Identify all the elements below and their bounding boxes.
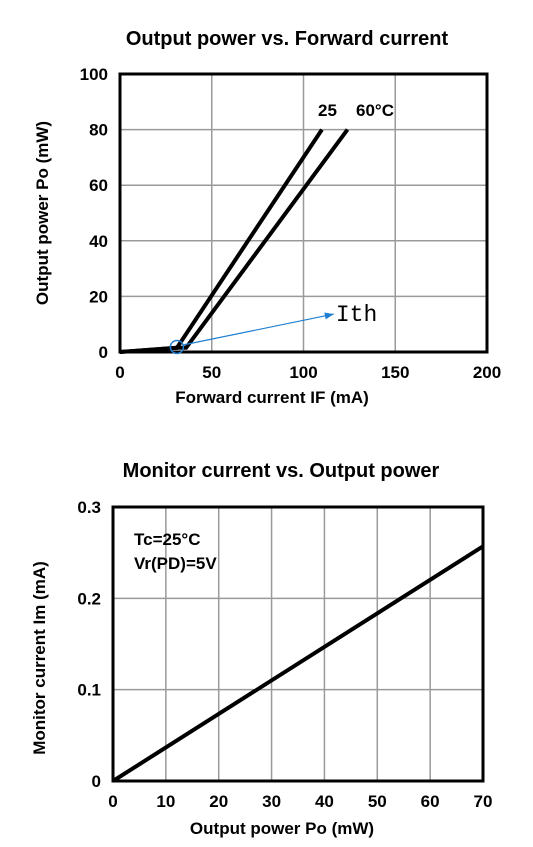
chart-monitor-current: Monitor current vs. Output power 0 10 20 30… <box>30 460 492 838</box>
y-tick-label: 40 <box>89 232 108 251</box>
x-tick-label: 200 <box>473 363 501 382</box>
x-tick-label: 150 <box>381 363 409 382</box>
chart2-ylabel: Monitor current Im (mA) <box>30 561 49 755</box>
x-tick-label: 0 <box>108 792 117 811</box>
chart2-annotation-tc: Tc=25°C <box>134 530 201 549</box>
chart1-tick-labels: 0 50 100 150 200 0 20 40 60 80 100 <box>80 65 502 382</box>
chart1-xlabel: Forward current IF (mA) <box>175 388 369 407</box>
x-tick-label: 40 <box>315 792 334 811</box>
y-tick-label: 80 <box>89 121 108 140</box>
chart2-tick-labels: 0 10 20 30 40 50 60 70 0 0.1 0.2 0.3 <box>77 498 492 811</box>
chart2-xlabel: Output power Po (mW) <box>190 819 374 838</box>
chart1-ylabel: Output power Po (mW) <box>33 121 52 305</box>
series-line-2 <box>119 128 350 354</box>
ith-arrow <box>182 313 334 346</box>
y-tick-label: 0.2 <box>77 589 101 608</box>
chart1-plot-frame <box>118 72 489 354</box>
x-tick-label: 30 <box>262 792 281 811</box>
chart2-series <box>111 544 485 783</box>
x-tick-label: 70 <box>474 792 493 811</box>
x-tick-label: 20 <box>209 792 228 811</box>
y-tick-label: 0 <box>92 772 101 791</box>
chart-output-power: Output power vs. Forward current 0 50 100 1… <box>33 28 501 407</box>
chart2-plot-frame <box>111 505 485 783</box>
x-tick-label: 100 <box>289 363 317 382</box>
chart1-ith-annotation: Ith <box>169 302 377 355</box>
chart1-title: Output power vs. Forward current <box>126 28 449 50</box>
ith-arrowhead <box>324 312 334 320</box>
chart1-series-label-25: 25 <box>318 101 337 120</box>
x-tick-label: 60 <box>421 792 440 811</box>
chart2-title: Monitor current vs. Output power <box>123 460 440 482</box>
series-line-1 <box>111 544 485 783</box>
y-tick-label: 60 <box>89 176 108 195</box>
y-tick-label: 0 <box>99 343 108 362</box>
y-tick-label: 0.1 <box>77 681 101 700</box>
x-tick-label: 10 <box>156 792 175 811</box>
x-tick-label: 0 <box>115 363 124 382</box>
ith-label: Ith <box>336 302 377 328</box>
x-tick-label: 50 <box>368 792 387 811</box>
chart1-series-label-60: 60°C <box>356 101 394 120</box>
chart1-grid <box>119 73 488 353</box>
ith-circle <box>169 339 185 355</box>
y-tick-label: 100 <box>80 65 108 84</box>
y-tick-label: 20 <box>89 287 108 306</box>
chart2-annotation-vr: Vr(PD)=5V <box>134 554 217 573</box>
x-tick-label: 50 <box>202 363 221 382</box>
y-tick-label: 0.3 <box>77 498 101 517</box>
